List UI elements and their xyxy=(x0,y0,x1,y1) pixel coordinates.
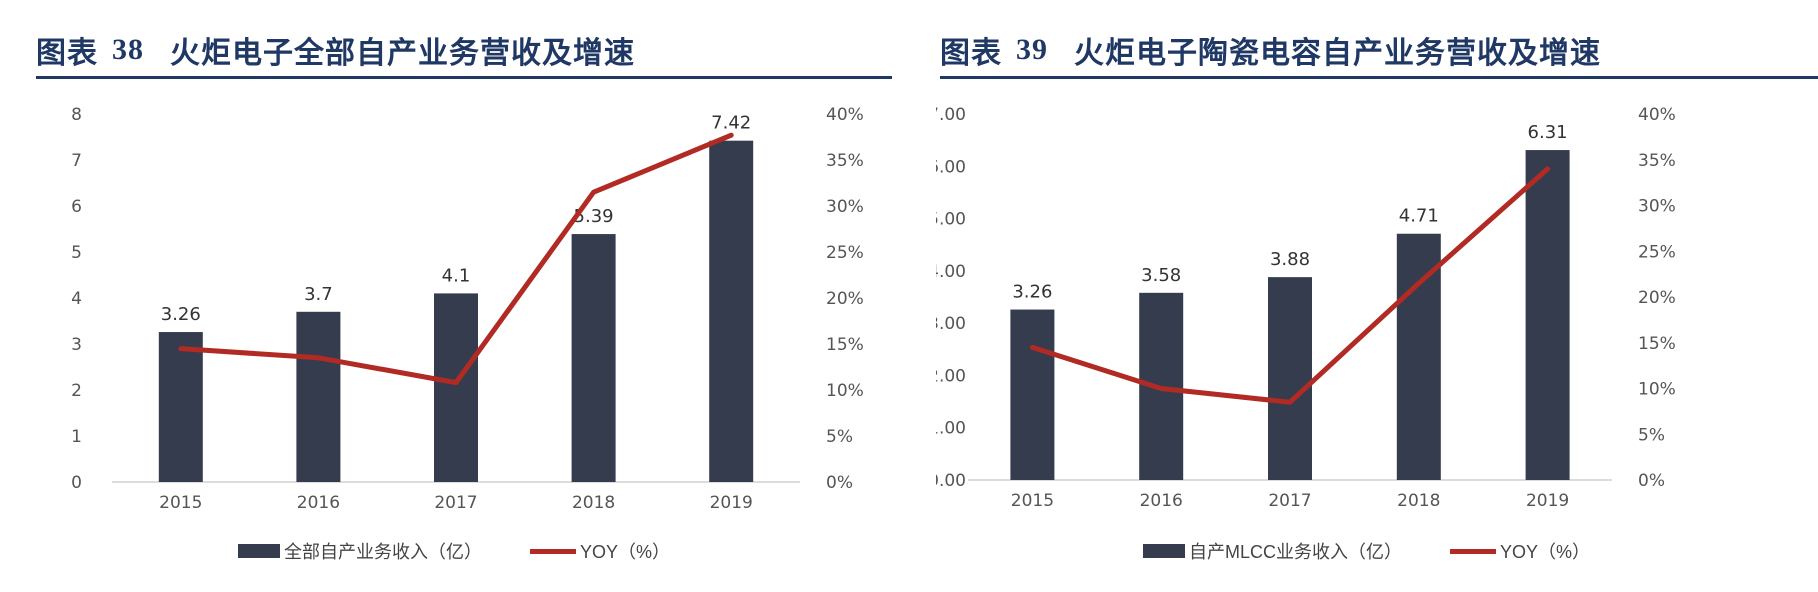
y-left-tick-label: 5.00 xyxy=(936,210,966,230)
y-right-tick-label: 40% xyxy=(826,105,864,125)
y-right-tick-label: 30% xyxy=(1638,197,1676,217)
figure-39-legend: 自产MLCC业务收入（亿） YOY（%） xyxy=(1143,538,1590,564)
x-tick-label: 2015 xyxy=(159,493,202,513)
y-right-tick-label: 0% xyxy=(826,473,853,493)
figure-39-panel: 图表 39 火炬电子陶瓷电容自产业务营收及增速 0.00 1.00 2.00 3.00… xyxy=(936,0,1818,592)
bar-value-label: 3.58 xyxy=(1141,265,1181,286)
figure-39-header: 图表 39 火炬电子陶瓷电容自产业务营收及增速 xyxy=(940,24,1601,76)
y-right-tick-label: 25% xyxy=(1638,242,1676,262)
figure-38-rule xyxy=(36,76,892,79)
bar-value-label: 5.39 xyxy=(574,206,614,227)
legend-line-swatch xyxy=(530,548,576,554)
y-left-tick-label: 4.00 xyxy=(936,262,966,282)
x-tick-label: 2018 xyxy=(1397,491,1440,511)
x-tick-label: 2016 xyxy=(1140,491,1183,511)
y-right-tick-label: 25% xyxy=(826,243,864,263)
figure-38-legend: 全部自产业务收入（亿） YOY（%） xyxy=(238,538,670,564)
bar-value-label: 3.26 xyxy=(161,304,201,325)
y-right-tick-label: 15% xyxy=(826,335,864,355)
y-left-tick-label: 1 xyxy=(71,427,82,447)
bar-2017 xyxy=(434,293,478,482)
y-right-tick-label: 10% xyxy=(826,381,864,401)
y-left-tick-label: 6 xyxy=(71,197,82,217)
bar-value-label: 4.71 xyxy=(1399,206,1439,227)
bar-2018 xyxy=(1396,233,1441,480)
legend-line-label: YOY（%） xyxy=(1500,542,1591,562)
figure-38-label: 图表 xyxy=(36,36,98,71)
legend-bar-label: 全部自产业务收入（亿） xyxy=(284,542,482,562)
bar-2019 xyxy=(1525,150,1570,480)
bar-value-label: 4.1 xyxy=(442,265,471,286)
bar-2019 xyxy=(709,140,754,482)
figure-39-title: 火炬电子陶瓷电容自产业务营收及增速 xyxy=(1074,36,1601,71)
bar-value-label: 6.31 xyxy=(1528,122,1568,143)
y-left-tick-label: 3.00 xyxy=(936,314,966,334)
legend-bar-swatch xyxy=(238,544,280,558)
y-right-tick-label: 20% xyxy=(1638,288,1676,308)
figure-38-number: 38 xyxy=(112,33,144,66)
y-right-tick-label: 0% xyxy=(1638,471,1665,491)
y-left-tick-label: 5 xyxy=(71,243,82,263)
figure-38-chart: 0 1 2 3 4 5 6 7 8 0% 5% 10% 15% 20% 25% 30% 35% 40% 3.26 20… xyxy=(71,105,864,513)
figure-39-chart: 0.00 1.00 2.00 3.00 4.00 5.00 6.00 7.00 0% 5% 10% 1… xyxy=(936,105,1676,511)
figure-39-label: 图表 xyxy=(940,36,1002,71)
y-left-tick-label: 0 xyxy=(71,473,82,493)
bar-2015 xyxy=(1010,309,1055,480)
figure-38-panel: 图表 38 火炬电子全部自产业务营收及增速 0 1 2 3 4 5 6 7 8 0% 5% 10% 15… xyxy=(0,0,896,592)
x-tick-label: 2019 xyxy=(710,493,753,513)
bar-value-label: 3.26 xyxy=(1012,282,1052,303)
y-left-tick-label: 0.00 xyxy=(936,471,966,491)
x-tick-label: 2015 xyxy=(1011,491,1054,511)
y-left-tick-label: 7.00 xyxy=(936,105,966,125)
y-right-tick-label: 10% xyxy=(1638,380,1676,400)
legend-bar-label: 自产MLCC业务收入（亿） xyxy=(1189,542,1403,562)
bar-value-label: 3.7 xyxy=(304,284,333,305)
figure-39-number: 39 xyxy=(1016,33,1048,66)
y-right-tick-label: 5% xyxy=(1638,425,1665,445)
y-right-tick-label: 30% xyxy=(826,197,864,217)
bar-2018 xyxy=(571,234,616,482)
y-right-tick-label: 40% xyxy=(1638,105,1676,125)
y-right-tick-label: 5% xyxy=(826,427,853,447)
x-tick-label: 2017 xyxy=(1268,491,1311,511)
bar-value-label: 7.42 xyxy=(711,113,751,134)
x-tick-label: 2017 xyxy=(434,493,477,513)
y-left-tick-label: 4 xyxy=(71,289,82,309)
bar-2017 xyxy=(1268,277,1312,480)
legend-line-swatch xyxy=(1450,548,1497,554)
y-left-tick-label: 2 xyxy=(71,381,82,401)
bar-value-label: 3.88 xyxy=(1270,249,1310,270)
y-left-tick-label: 7 xyxy=(71,151,82,171)
figure-38-header: 图表 38 火炬电子全部自产业务营收及增速 xyxy=(36,24,635,76)
figure-38-title: 火炬电子全部自产业务营收及增速 xyxy=(170,36,635,71)
bar-2016 xyxy=(296,311,341,482)
x-tick-label: 2019 xyxy=(1526,491,1569,511)
y-right-tick-label: 20% xyxy=(826,289,864,309)
x-tick-label: 2018 xyxy=(572,493,615,513)
legend-bar-swatch xyxy=(1143,544,1185,558)
legend-line-label: YOY（%） xyxy=(580,542,671,562)
figure-39-rule xyxy=(940,76,1818,79)
y-left-tick-label: 6.00 xyxy=(936,157,966,177)
y-right-tick-label: 15% xyxy=(1638,334,1676,354)
y-right-tick-label: 35% xyxy=(1638,151,1676,171)
y-left-tick-label: 2.00 xyxy=(936,366,966,386)
y-right-tick-label: 35% xyxy=(826,151,864,171)
y-left-tick-label: 8 xyxy=(71,105,82,125)
y-left-tick-label: 1.00 xyxy=(936,419,966,439)
bar-2015 xyxy=(158,332,203,482)
y-left-tick-label: 3 xyxy=(71,335,82,355)
x-tick-label: 2016 xyxy=(297,493,340,513)
